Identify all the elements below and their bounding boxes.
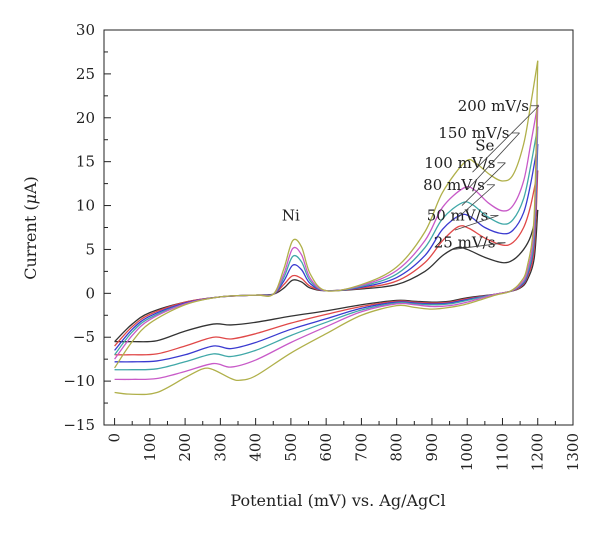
series-labels: 25 mV/s 50 mV/s 80 mV/s 100 mV/s 150 mV/s 200… <box>423 97 540 252</box>
x-axis-label: Potential (mV) vs. Ag/AgCl <box>230 491 445 510</box>
y-tick-label: 25 <box>76 65 95 83</box>
y-tick-label: 5 <box>85 240 95 258</box>
peak-annotation: Se <box>475 136 494 154</box>
x-tick-label: 1000 <box>458 433 476 471</box>
x-tick-label: 700 <box>352 433 370 462</box>
x-tick-label: 1100 <box>493 433 511 471</box>
x-tick-label: 1200 <box>529 433 547 471</box>
x-tick-label: 0 <box>106 433 124 443</box>
y-tick-label: 30 <box>76 21 95 39</box>
series-label: 80 mV/s <box>423 176 485 194</box>
series-label: 200 mV/s <box>458 97 529 115</box>
plot-frame <box>103 29 574 426</box>
x-axis-ticks: 0 100 200 300 400 500 600 700 800 900 1000 1100 1200… <box>106 418 582 471</box>
leader-line <box>466 132 520 191</box>
x-tick-label: 600 <box>317 433 335 462</box>
y-tick-label: 0 <box>85 284 95 302</box>
x-tick-label: 1300 <box>564 433 582 471</box>
x-tick-label: 800 <box>388 433 406 462</box>
y-tick-label: 15 <box>76 153 95 171</box>
series-label: 100 mV/s <box>424 154 495 172</box>
series-label: 150 mV/s <box>438 124 509 142</box>
y-axis-ticks: −15 −10 −5 0 5 10 15 20 25 30 <box>63 21 111 434</box>
peak-annotations: Ni Se <box>282 136 495 224</box>
leader-line <box>454 215 499 231</box>
series-layer <box>114 60 539 396</box>
x-tick-label: 900 <box>423 433 441 462</box>
x-tick-label: 100 <box>141 433 159 462</box>
series-line-reverse <box>114 60 539 396</box>
leader-line <box>456 184 496 220</box>
series-line-forward <box>114 60 539 369</box>
x-tick-label: 500 <box>282 433 300 462</box>
y-tick-label: −5 <box>73 328 95 346</box>
series-line-reverse <box>114 104 539 381</box>
series-label: 25 mV/s <box>434 234 496 252</box>
y-axis-label: Current (μA) <box>21 176 40 280</box>
y-tick-label: −10 <box>63 372 95 390</box>
series-line-forward <box>114 170 539 347</box>
leader-line <box>472 105 540 173</box>
peak-annotation: Ni <box>282 206 300 224</box>
leader-line <box>453 242 506 250</box>
y-tick-label: 20 <box>76 109 95 127</box>
y-tick-label: 10 <box>76 197 95 215</box>
series-label: 50 mV/s <box>427 206 489 224</box>
y-tick-label: −15 <box>63 416 95 434</box>
leader-line <box>461 162 506 206</box>
x-tick-label: 400 <box>247 433 265 462</box>
x-tick-label: 200 <box>176 433 194 462</box>
x-tick-label: 300 <box>211 433 229 462</box>
